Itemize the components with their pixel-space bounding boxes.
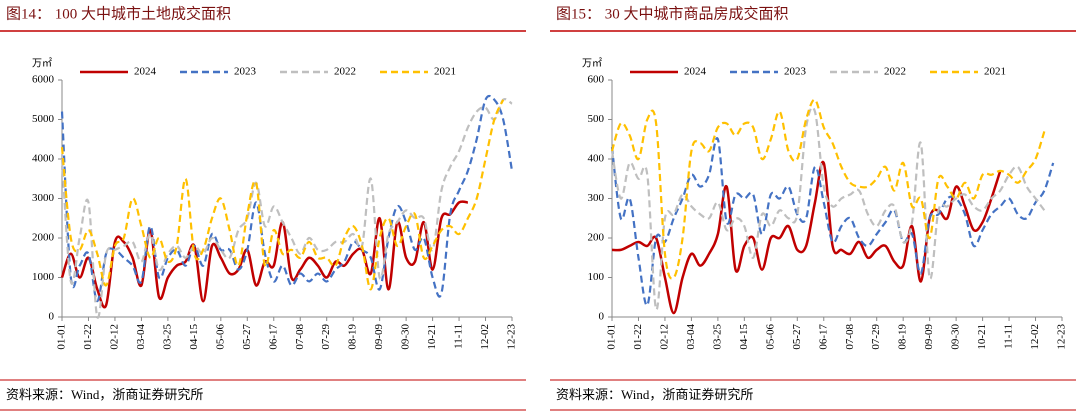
x-tick-label: 03-04 <box>685 324 697 350</box>
y-tick-label: 4000 <box>32 153 55 165</box>
y-tick-label: 5000 <box>32 113 55 125</box>
x-tick-label: 04-15 <box>188 324 200 350</box>
x-tick-label: 11-11 <box>1003 324 1015 349</box>
x-tick-label: 06-17 <box>817 324 829 350</box>
x-tick-label: 04-15 <box>738 324 750 350</box>
y-tick-label: 300 <box>588 192 605 204</box>
legend-label: 2021 <box>984 66 1006 78</box>
y-unit: 万㎡ <box>32 57 52 69</box>
y-tick-label: 100 <box>588 271 605 283</box>
legend-label: 2023 <box>234 66 257 78</box>
x-tick-label: 01-22 <box>632 324 644 350</box>
x-tick-label: 05-06 <box>214 324 226 350</box>
x-tick-label: 03-25 <box>161 324 173 350</box>
chart-title: 图14： 100 大中城市土地成交面积 <box>6 4 231 22</box>
y-tick-label: 3000 <box>32 192 55 204</box>
x-tick-label: 05-06 <box>764 324 776 350</box>
legend-label: 2022 <box>334 66 356 78</box>
x-tick-label: 07-08 <box>844 324 856 350</box>
x-tick-label: 07-29 <box>870 324 882 350</box>
x-tick-label: 01-01 <box>56 324 68 350</box>
y-tick-label: 0 <box>49 311 55 323</box>
x-tick-label: 05-27 <box>791 324 803 350</box>
x-tick-label: 02-12 <box>108 324 120 350</box>
y-tick-label: 500 <box>588 113 605 125</box>
y-unit: 万㎡ <box>582 57 602 69</box>
y-tick-label: 6000 <box>32 74 55 86</box>
series-line <box>60 99 505 291</box>
y-tick-label: 600 <box>588 74 605 86</box>
legend-label: 2021 <box>434 66 456 78</box>
x-tick-label: 06-17 <box>267 324 279 350</box>
x-tick-label: 01-01 <box>606 324 618 350</box>
x-tick-label: 09-09 <box>373 324 385 350</box>
series-line <box>60 98 513 319</box>
source: 资料来源：Wind，浙商证券研究所 <box>556 387 753 402</box>
legend-label: 2024 <box>684 66 707 78</box>
chart-title: 图15： 30 大中城市商品房成交面积 <box>556 4 789 22</box>
x-tick-label: 09-09 <box>923 324 935 350</box>
series-line <box>610 98 1046 280</box>
series-line <box>611 160 1002 315</box>
x-tick-label: 03-04 <box>135 324 147 350</box>
x-tick-label: 07-08 <box>294 324 306 350</box>
x-tick-label: 11-11 <box>453 324 465 349</box>
series-line <box>610 137 1055 307</box>
legend-label: 2023 <box>784 66 807 78</box>
x-tick-label: 10-21 <box>426 324 438 350</box>
x-tick-label: 09-30 <box>400 324 412 350</box>
y-tick-label: 200 <box>588 232 605 244</box>
series-line <box>610 106 1046 311</box>
x-tick-label: 05-27 <box>241 324 253 350</box>
x-tick-label: 01-22 <box>82 324 94 350</box>
x-tick-label: 08-19 <box>897 324 909 350</box>
x-tick-label: 08-19 <box>347 324 359 350</box>
y-tick-label: 400 <box>588 153 605 165</box>
y-tick-label: 1000 <box>32 271 55 283</box>
legend-label: 2024 <box>134 66 157 78</box>
y-tick-label: 2000 <box>32 232 55 244</box>
x-tick-label: 12-23 <box>1056 324 1068 350</box>
x-tick-label: 12-02 <box>479 324 491 350</box>
x-tick-label: 03-25 <box>711 324 723 350</box>
x-tick-label: 02-12 <box>658 324 670 350</box>
x-tick-label: 12-02 <box>1029 324 1041 350</box>
x-tick-label: 10-21 <box>976 324 988 350</box>
series-line <box>60 94 514 303</box>
x-tick-label: 07-29 <box>320 324 332 350</box>
x-tick-label: 09-30 <box>950 324 962 350</box>
source: 资料来源：Wind，浙商证券研究所 <box>6 387 203 402</box>
y-tick-label: 0 <box>599 311 605 323</box>
x-tick-label: 12-23 <box>506 324 518 350</box>
legend-label: 2022 <box>884 66 906 78</box>
